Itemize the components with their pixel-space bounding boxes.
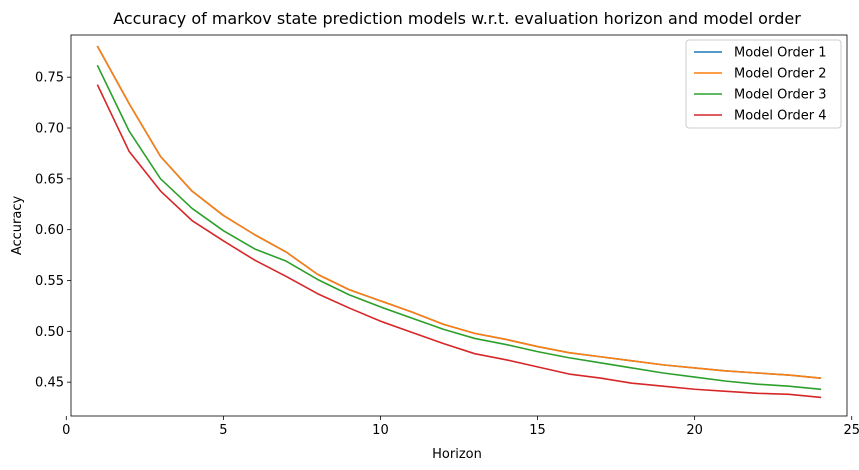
x-axis: 0 5 10 15 20 25 <box>62 416 859 438</box>
legend-entry-label: Model Order 3 <box>734 88 827 103</box>
legend: Model Order 1 Model Order 2 Model Order 3 M… <box>685 39 842 129</box>
x-tick-label: 5 <box>219 423 227 438</box>
y-tick-label: 0.65 <box>35 172 64 187</box>
series-line-model-order-3 <box>96 64 822 391</box>
x-tick-label: 10 <box>372 423 389 438</box>
legend-entry-label: Model Order 4 <box>734 109 827 124</box>
series-line-model-order-4 <box>96 84 822 399</box>
legend-box <box>685 39 842 129</box>
legend-entry-label: Model Order 1 <box>734 46 827 61</box>
series-lines <box>96 45 822 399</box>
y-tick-label: 0.50 <box>35 325 64 340</box>
y-axis-label: Accuracy <box>10 196 25 256</box>
x-tick-label: 25 <box>843 423 859 438</box>
y-tick-label: 0.75 <box>35 71 64 86</box>
x-tick-label: 0 <box>62 423 70 438</box>
x-axis-label: Horizon <box>432 447 482 462</box>
y-tick-label: 0.60 <box>35 223 64 238</box>
y-tick-label: 0.70 <box>35 122 64 137</box>
y-tick-label: 0.55 <box>35 274 64 289</box>
x-tick-label: 15 <box>529 423 546 438</box>
plot-frame <box>70 34 848 417</box>
legend-entry-label: Model Order 2 <box>734 67 827 82</box>
series-line-model-order-2 <box>96 45 822 379</box>
chart-title: Accuracy of markov state prediction mode… <box>113 9 801 28</box>
y-axis: 0.45 0.50 0.55 0.60 0.65 0.70 0.75 <box>35 71 71 391</box>
y-tick-label: 0.45 <box>35 376 64 391</box>
x-tick-label: 20 <box>686 423 703 438</box>
